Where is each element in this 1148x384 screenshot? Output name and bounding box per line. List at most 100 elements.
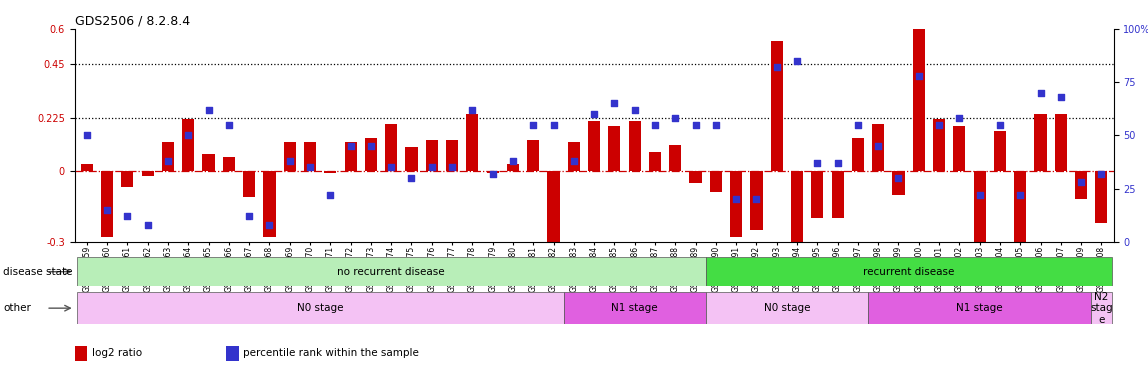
Text: N0 stage: N0 stage bbox=[297, 303, 343, 313]
Bar bbox=[243, 171, 255, 197]
Bar bbox=[669, 145, 682, 171]
Point bbox=[200, 107, 218, 113]
Bar bbox=[974, 171, 986, 249]
Bar bbox=[223, 157, 235, 171]
Bar bbox=[1095, 171, 1108, 223]
Text: recurrent disease: recurrent disease bbox=[863, 266, 954, 277]
Point bbox=[605, 100, 623, 106]
Bar bbox=[588, 121, 600, 171]
Point bbox=[747, 196, 766, 202]
Bar bbox=[75, 346, 87, 361]
Bar bbox=[933, 119, 945, 171]
Point bbox=[523, 122, 542, 128]
Bar bbox=[263, 171, 276, 237]
Bar bbox=[226, 346, 239, 361]
Text: log2 ratio: log2 ratio bbox=[92, 348, 142, 358]
Point bbox=[1052, 94, 1070, 100]
Bar bbox=[426, 140, 437, 171]
Point bbox=[463, 107, 481, 113]
Text: N1 stage: N1 stage bbox=[956, 303, 1003, 313]
Bar bbox=[80, 164, 93, 171]
Bar bbox=[344, 142, 357, 171]
Bar bbox=[548, 171, 559, 249]
Bar bbox=[1075, 171, 1087, 199]
Point bbox=[707, 122, 726, 128]
Bar bbox=[101, 171, 114, 237]
Bar bbox=[506, 164, 519, 171]
Bar bbox=[1014, 171, 1026, 261]
Point bbox=[909, 73, 928, 79]
Bar bbox=[202, 154, 215, 171]
Point bbox=[544, 122, 563, 128]
Point bbox=[829, 160, 847, 166]
Point bbox=[869, 143, 887, 149]
Point bbox=[951, 115, 969, 121]
Point bbox=[646, 122, 665, 128]
Point bbox=[666, 115, 684, 121]
Point bbox=[118, 213, 137, 219]
Text: N2
stag
e: N2 stag e bbox=[1091, 291, 1112, 325]
Bar bbox=[608, 126, 620, 171]
Point bbox=[219, 122, 238, 128]
Point bbox=[341, 143, 359, 149]
Bar bbox=[141, 171, 154, 175]
Point bbox=[1092, 170, 1110, 177]
Point bbox=[930, 122, 948, 128]
Point bbox=[158, 158, 177, 164]
Bar bbox=[527, 140, 540, 171]
Bar bbox=[77, 257, 706, 286]
Text: N0 stage: N0 stage bbox=[763, 303, 810, 313]
Bar bbox=[466, 114, 479, 171]
Point bbox=[1072, 179, 1091, 185]
Bar bbox=[122, 171, 133, 187]
Bar bbox=[751, 171, 762, 230]
Point bbox=[139, 222, 157, 228]
Bar bbox=[162, 142, 174, 171]
Bar bbox=[77, 292, 564, 324]
Point bbox=[301, 164, 319, 170]
Text: disease state: disease state bbox=[3, 266, 73, 277]
Bar bbox=[831, 171, 844, 218]
Bar bbox=[706, 257, 1111, 286]
Bar bbox=[872, 124, 884, 171]
Point bbox=[98, 207, 116, 213]
Point bbox=[788, 58, 806, 64]
Bar bbox=[649, 152, 661, 171]
Bar bbox=[730, 171, 743, 237]
Bar bbox=[487, 171, 498, 173]
Point bbox=[626, 107, 644, 113]
Bar bbox=[812, 171, 823, 218]
Point bbox=[565, 158, 583, 164]
Bar bbox=[1034, 114, 1047, 171]
Point bbox=[261, 222, 279, 228]
Bar bbox=[892, 171, 905, 195]
Text: other: other bbox=[3, 303, 31, 313]
Bar bbox=[324, 171, 336, 173]
Point bbox=[443, 164, 461, 170]
Bar bbox=[690, 171, 701, 183]
Text: no recurrent disease: no recurrent disease bbox=[338, 266, 445, 277]
Bar bbox=[568, 142, 580, 171]
Point bbox=[970, 192, 988, 198]
Bar bbox=[284, 142, 296, 171]
Bar bbox=[709, 171, 722, 192]
Text: N1 stage: N1 stage bbox=[612, 303, 658, 313]
Bar bbox=[385, 124, 397, 171]
Point bbox=[687, 122, 705, 128]
Point bbox=[240, 213, 258, 219]
Point bbox=[321, 192, 340, 198]
Bar bbox=[365, 138, 377, 171]
Bar bbox=[953, 126, 965, 171]
Point bbox=[585, 111, 604, 117]
Point bbox=[768, 64, 786, 70]
Bar bbox=[1092, 292, 1111, 324]
Bar bbox=[913, 29, 925, 171]
Point bbox=[78, 132, 96, 139]
Point bbox=[402, 175, 420, 181]
Bar bbox=[852, 138, 864, 171]
Bar bbox=[445, 140, 458, 171]
Point bbox=[382, 164, 401, 170]
Point bbox=[727, 196, 745, 202]
Bar bbox=[304, 142, 316, 171]
Bar bbox=[564, 292, 706, 324]
